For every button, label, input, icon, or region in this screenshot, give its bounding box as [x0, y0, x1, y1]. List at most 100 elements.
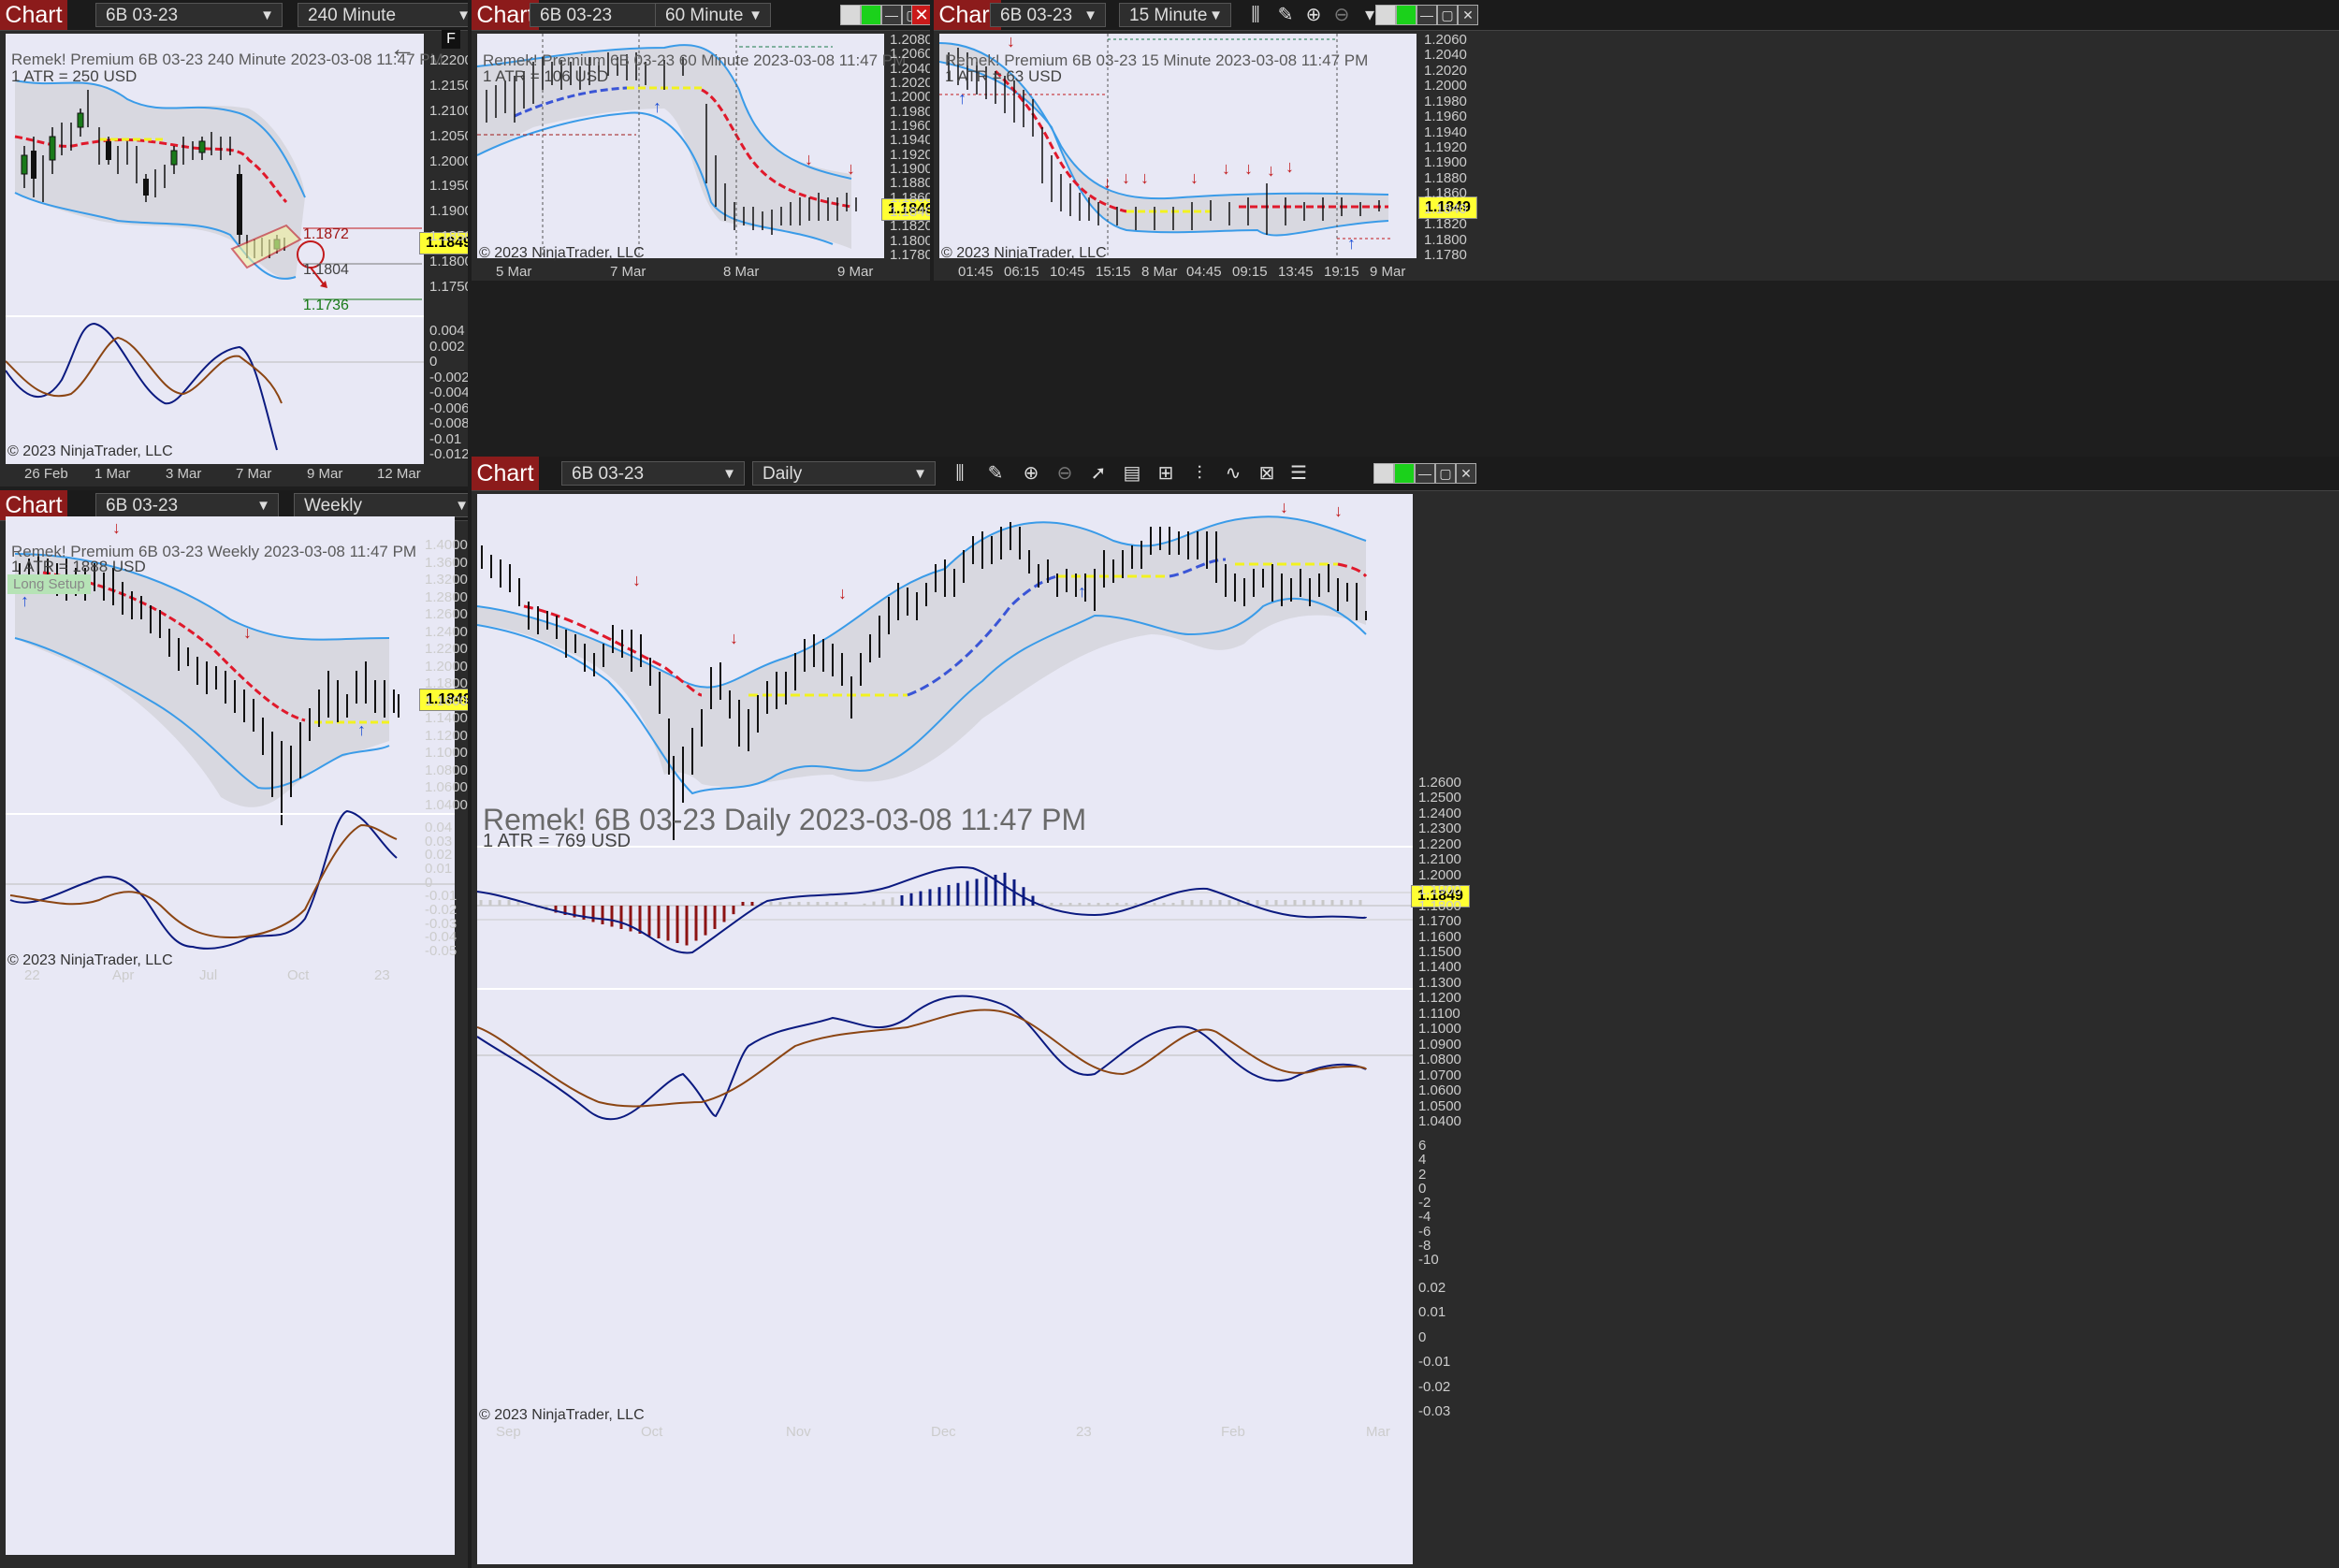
minimize-icon[interactable]: —	[1416, 5, 1437, 25]
f-badge[interactable]: F	[442, 30, 460, 49]
chart-window-weekly: Chart 6B 03-23 ▼ Weekly ▼ ↓ ↓ ↑ ↑ Remek! P…	[0, 490, 468, 1568]
bar-style-icon[interactable]: ⫼	[955, 463, 965, 484]
chart-menu-button[interactable]: Chart	[472, 0, 539, 30]
minimize-icon[interactable]: —	[881, 5, 902, 25]
chevron-down-icon: ▼	[1209, 7, 1223, 23]
osc-tick-label: -0.02	[1418, 1379, 1451, 1395]
price-tick-label: 1.2300	[1418, 820, 1461, 836]
time-tick-label: 26 Feb	[24, 466, 68, 482]
candlesticks	[486, 52, 857, 235]
pencil-icon[interactable]: ✎	[1277, 5, 1294, 25]
price-tick-label: 1.2400	[1418, 806, 1461, 821]
instrument-selector[interactable]: 6B 03-23 ▼	[95, 493, 279, 517]
osc-tick-label: -0.006	[429, 400, 468, 416]
timeframe-selector[interactable]: 15 Minute ▼	[1119, 3, 1231, 27]
hist-axis: 6 4 2 0 -2 -4 -6 -8 -10	[1415, 1138, 1471, 1269]
price-tick-label: 1.0700	[1418, 1067, 1461, 1083]
down-arrow-icon: ↓	[1286, 157, 1294, 176]
maximize-icon[interactable]: ▢	[1437, 5, 1458, 25]
chevron-down-icon[interactable]: ▾	[1364, 5, 1375, 25]
moving-average-down	[523, 604, 703, 697]
hist-tick-label: -4	[1418, 1209, 1431, 1225]
instrument-selector[interactable]: 6B 03-23 ▼	[990, 3, 1106, 27]
zoom-in-icon[interactable]: ⊕	[1305, 5, 1322, 25]
chart-title: Remek! Premium 6B 03-23 60 Minute 2023-0…	[483, 51, 907, 69]
chart-menu-button[interactable]: Chart	[472, 457, 539, 490]
time-tick-label: 06:15	[1004, 264, 1039, 280]
osc-tick-label: -0.01	[1418, 1354, 1451, 1370]
price-tick-label: 1.1000	[425, 745, 468, 761]
indicator-icon[interactable]: ∿	[1225, 463, 1242, 484]
pencil-icon[interactable]: ✎	[987, 463, 1004, 484]
maximize-icon[interactable]: ▢	[1435, 463, 1456, 484]
down-arrow-icon: ↓	[838, 584, 847, 603]
price-tick-label: 1.1780	[890, 247, 930, 263]
price-tick-label: 1.2200	[425, 641, 468, 657]
link-status-button[interactable]	[1396, 5, 1416, 25]
arrow-left-icon[interactable]: ←	[389, 34, 415, 63]
timeframe-selector[interactable]: 240 Minute ▼	[298, 3, 468, 27]
time-axis: 26 Feb 1 Mar 3 Mar 7 Mar 9 Mar 12 Mar	[6, 466, 424, 485]
window-color-button[interactable]	[1375, 5, 1396, 25]
close-icon[interactable]: ✕	[911, 5, 930, 25]
chart-menu-button[interactable]: Chart	[0, 490, 67, 520]
zoom-out-icon[interactable]: ⊖	[1333, 5, 1350, 25]
timeframe-selector[interactable]: 60 Minute ▼	[655, 3, 771, 27]
time-tick-label: 23	[374, 967, 390, 983]
moving-average-down	[14, 135, 288, 204]
minimize-icon[interactable]: —	[1415, 463, 1435, 484]
instrument-selector[interactable]: 6B 03-23 ▼	[95, 3, 283, 27]
instrument-selector[interactable]: 6B 03-23 ▼	[561, 461, 745, 486]
chart-window-daily: Chart 6B 03-23 ▼ Daily ▼ ⫼ ✎ ⊕ ⊖ ➚ ▤ ⊞ ⫶ ∿…	[472, 457, 2339, 1568]
last-price-tag: 1.1849	[419, 232, 468, 254]
chevron-down-icon: ▼	[913, 466, 927, 482]
strategy-icon[interactable]: ⫶	[1197, 463, 1202, 484]
down-arrow-icon: ↓	[1007, 34, 1015, 51]
time-tick-label: 7 Mar	[236, 466, 272, 482]
chart-menu-button[interactable]: Chart	[0, 0, 67, 30]
price-tick-label: 1.2500	[1418, 790, 1461, 806]
timeframe-value: Weekly	[304, 496, 362, 515]
channel-zone	[230, 224, 302, 269]
time-tick-label: 09:15	[1232, 264, 1268, 280]
down-arrow-icon: ↓	[632, 571, 641, 589]
price-tick-label: 1.0500	[1418, 1098, 1461, 1114]
cursor-icon[interactable]: ➚	[1090, 463, 1107, 484]
price-tick-label: 1.1820	[890, 218, 930, 234]
template-icon[interactable]: ⊞	[1157, 463, 1174, 484]
histogram-bars	[479, 872, 1362, 946]
timeframe-selector[interactable]: Weekly ▼	[294, 493, 468, 517]
link-status-button[interactable]	[861, 5, 881, 25]
osc-tick-label: 0	[1418, 1329, 1427, 1345]
data-box-icon[interactable]: ▤	[1123, 463, 1141, 484]
chart-window-15min: Chart 6B 03-23 ▼ 15 Minute ▼ ⫼ ✎ ⊕ ⊖ ▾ — ▢…	[934, 0, 2339, 281]
time-tick-label: Nov	[786, 1424, 811, 1440]
instrument-value: 6B 03-23	[1000, 6, 1073, 25]
zoom-in-icon[interactable]: ⊕	[1023, 463, 1039, 484]
osc-tick-label: -0.004	[429, 385, 468, 400]
down-arrow-icon: ↓	[847, 159, 855, 178]
hist-tick-label: 4	[1418, 1152, 1427, 1168]
last-price-tag: 1.1849	[881, 198, 930, 221]
chart-price-panel: ↓ ↓ ↑	[477, 34, 857, 258]
osc-tick-label: -0.01	[425, 888, 458, 904]
osc-axis: 0.02 0.01 0 -0.01 -0.02 -0.03	[1415, 1280, 1471, 1420]
close-icon[interactable]: ✕	[1458, 5, 1478, 25]
price-tick-label: 1.1400	[425, 710, 468, 726]
zoom-out-icon[interactable]: ⊖	[1056, 463, 1073, 484]
list-icon[interactable]: ☰	[1290, 463, 1307, 484]
timeframe-selector[interactable]: Daily ▼	[752, 461, 936, 486]
link-status-button[interactable]	[1394, 463, 1415, 484]
candle-bodies-bear	[31, 141, 242, 235]
close-icon[interactable]: ✕	[1456, 463, 1476, 484]
up-arrow-icon: ↑	[1078, 582, 1086, 601]
instrument-value: 6B 03-23	[572, 464, 645, 484]
bar-style-icon[interactable]: ⫼	[1251, 5, 1260, 25]
window-color-button[interactable]	[1373, 463, 1394, 484]
window-color-button[interactable]	[840, 5, 861, 25]
osc-tick-label: 0.04	[425, 820, 453, 835]
price-tick-label: 1.2040	[890, 61, 930, 77]
chevron-down-icon: ▼	[256, 498, 270, 514]
properties-icon[interactable]: ⊠	[1258, 463, 1275, 484]
